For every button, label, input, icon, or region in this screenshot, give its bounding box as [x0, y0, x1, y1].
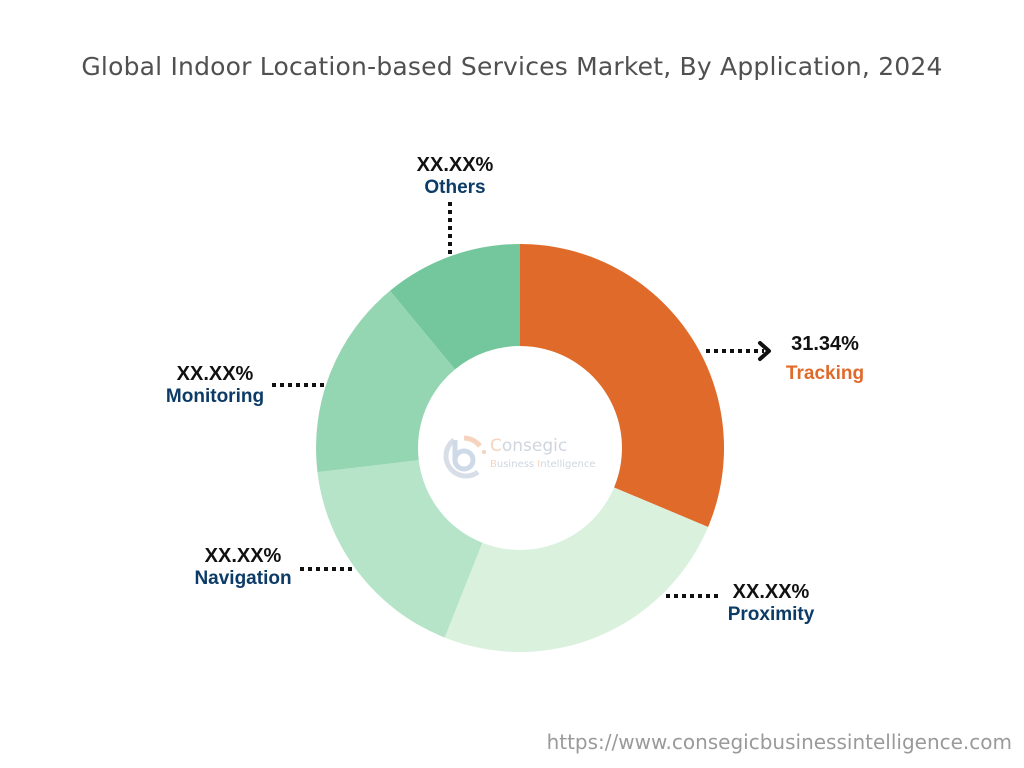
category-navigation: Navigation: [194, 568, 292, 589]
chart-title: Global Indoor Location-based Services Ma…: [81, 52, 943, 81]
donut-slices: [316, 244, 724, 653]
consegic-logo-icon: [443, 435, 486, 479]
value-monitoring: XX.XX%: [176, 363, 254, 385]
slice-monitoring: [316, 290, 456, 473]
watermark-logo: Consegic Business Intelligence: [440, 432, 610, 482]
slice-navigation: [317, 460, 483, 638]
value-proximity: XX.XX%: [732, 581, 810, 603]
category-tracking: Tracking: [785, 363, 865, 384]
value-navigation: XX.XX%: [204, 545, 282, 567]
label-others: XX.XX% Others: [400, 155, 510, 197]
slice-others: [390, 244, 520, 370]
value-others: XX.XX%: [416, 154, 494, 176]
label-monitoring: XX.XX% Monitoring: [155, 364, 275, 406]
category-proximity: Proximity: [727, 604, 815, 625]
label-navigation: XX.XX% Navigation: [183, 546, 303, 588]
slice-tracking: [520, 244, 724, 527]
label-tracking: 31.34% Tracking: [770, 334, 880, 383]
category-others: Others: [424, 177, 486, 198]
arrowhead-icon: [758, 341, 771, 361]
source-url: https://www.consegicbusinessintelligence…: [546, 730, 1012, 754]
logo-subtitle: Business Intelligence: [490, 459, 596, 470]
label-proximity: XX.XX% Proximity: [716, 582, 826, 624]
slice-proximity: [444, 487, 709, 653]
logo-name: Consegic: [490, 436, 568, 456]
value-tracking: 31.34%: [791, 333, 859, 355]
category-monitoring: Monitoring: [165, 386, 265, 407]
